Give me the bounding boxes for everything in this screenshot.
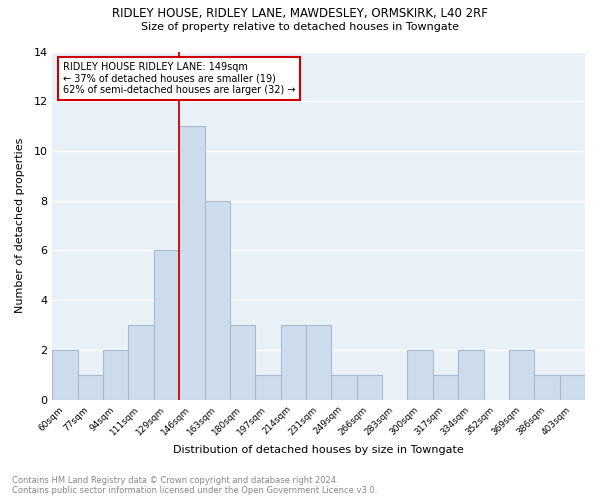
Bar [458,350,484,400]
Bar [52,350,77,400]
Bar [103,350,128,400]
Bar [128,325,154,400]
Text: Size of property relative to detached houses in Towngate: Size of property relative to detached ho… [141,22,459,32]
Bar [407,350,433,400]
Bar [306,325,331,400]
Bar [281,325,306,400]
Text: RIDLEY HOUSE RIDLEY LANE: 149sqm
← 37% of detached houses are smaller (19)
62% o: RIDLEY HOUSE RIDLEY LANE: 149sqm ← 37% o… [63,62,295,95]
Bar [205,200,230,400]
Bar [331,375,357,400]
Bar [179,126,205,400]
Bar [255,375,281,400]
Bar [534,375,560,400]
Bar [433,375,458,400]
Text: Contains HM Land Registry data © Crown copyright and database right 2024.
Contai: Contains HM Land Registry data © Crown c… [12,476,377,495]
Bar [357,375,382,400]
Bar [560,375,585,400]
Bar [77,375,103,400]
Bar [230,325,255,400]
Y-axis label: Number of detached properties: Number of detached properties [15,138,25,314]
X-axis label: Distribution of detached houses by size in Towngate: Distribution of detached houses by size … [173,445,464,455]
Bar [154,250,179,400]
Text: RIDLEY HOUSE, RIDLEY LANE, MAWDESLEY, ORMSKIRK, L40 2RF: RIDLEY HOUSE, RIDLEY LANE, MAWDESLEY, OR… [112,8,488,20]
Bar [509,350,534,400]
